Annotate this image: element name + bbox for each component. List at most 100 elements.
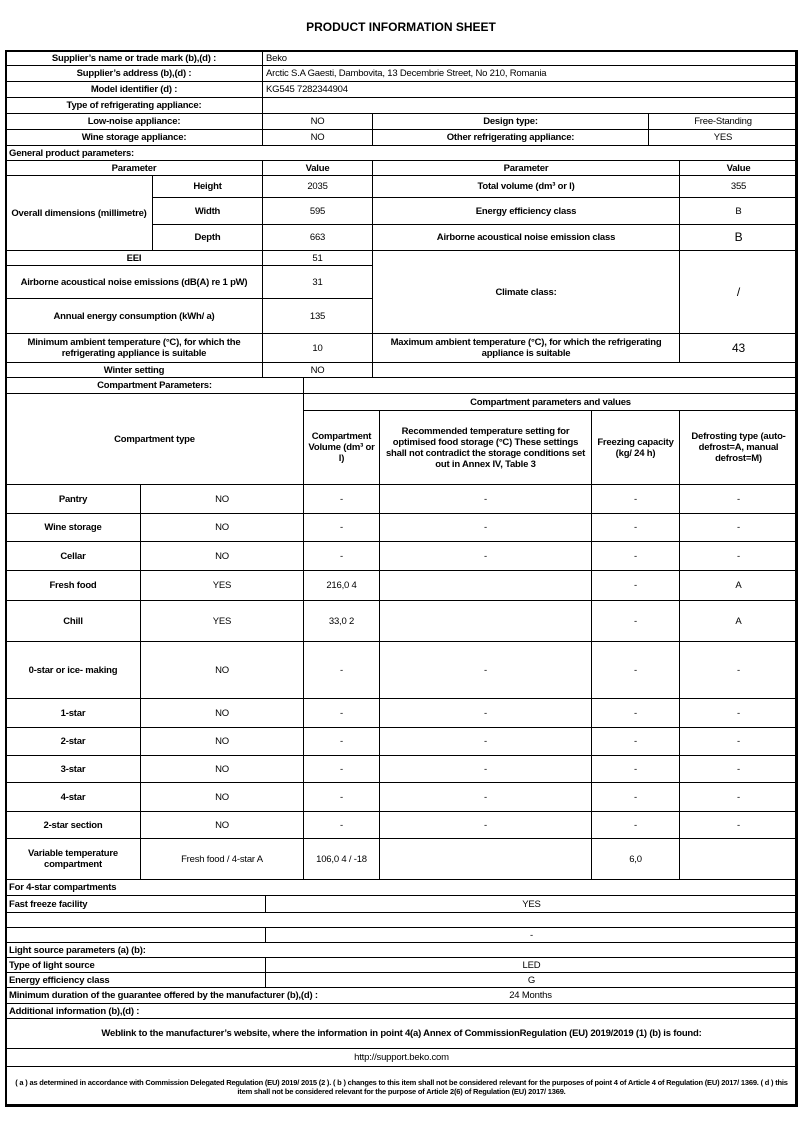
compartments-rows-0-name-cell: Pantry [5,484,141,514]
compartments-rows-11-defrost-cell [679,838,798,880]
compartments-rows-7-defrost-cell: - [679,727,798,756]
general-eei-label-cell: EEI [5,250,263,266]
general-value-header-cell: Value [262,160,373,176]
compartments-rows-1-name-cell: Wine storage [5,513,141,542]
compartments-rows-6-name-cell: 1-star [5,698,141,728]
compartments-rows-9-temp-cell: - [379,782,592,812]
additional-label-cell: Additional information (b),(d) : [5,1003,798,1019]
additional-url-cell[interactable]: http://support.beko.com [5,1048,798,1067]
general-depth-cell: 663 [262,224,373,251]
compartments-rows-10-temp-cell: - [379,811,592,839]
compartments-rows-2-present-cell: NO [140,541,304,571]
supplier-model-cell: KG545 7282344904 [262,81,798,98]
compartments-rows-4-present-cell: YES [140,600,304,642]
compartments-rows-0-temp-cell: - [379,484,592,514]
compartments-rows-0-defrost-cell: - [679,484,798,514]
general-climate-label-cell: Climate class: [372,250,680,334]
empty-cell [372,362,798,378]
compartments-rows-2-name-cell: Cellar [5,541,141,571]
compartments-rows-3-volume-cell: 216,0 4 [303,570,380,601]
compartments-rows-1-defrost-cell: - [679,513,798,542]
general-parameter-header-cell: Parameter [372,160,680,176]
appliance-type-label-cell: Type of refrigerating appliance: [5,97,263,114]
appliance-type-other-cell: YES [648,129,798,146]
general-height-label-cell: Height [152,175,263,198]
general-width-label-cell: Width [152,197,263,225]
appliance-type-wine-cell: NO [262,129,373,146]
compartments-rows-4-temp-cell [379,600,592,642]
light-class-label-cell: Energy efficiency class [5,972,266,988]
compartments-rows-1-volume-cell: - [303,513,380,542]
supplier-address-cell: Arctic S.A Gaesti, Dambovita, 13 Decembr… [262,65,798,82]
appliance-type-wine-label-cell: Wine storage appliance: [5,129,263,146]
compartments-rows-6-volume-cell: - [303,698,380,728]
guarantee-value: 24 Months [509,989,552,1001]
compartments-rows-9-present-cell: NO [140,782,304,812]
compartments-rows-9-volume-cell: - [303,782,380,812]
compartments-rows-11-temp-cell [379,838,592,880]
compartments-rows-2-volume-cell: - [303,541,380,571]
compartments-rows-2-freezing-cell: - [591,541,680,571]
compartments-rows-11-freezing-cell: 6,0 [591,838,680,880]
general-annual-cell: 135 [262,298,373,334]
compartments-rows-5-defrost-cell: - [679,641,798,699]
compartments-rows-1-temp-cell: - [379,513,592,542]
compartments-rows-5-present-cell: NO [140,641,304,699]
compartments-rows-11-name-cell: Variable temperature compartment [5,838,141,880]
four-star-fast-freeze-label-cell: Fast freeze facility [5,895,266,913]
general-max-temp-label-cell: Maximum ambient temperature (°C), for wh… [372,333,680,363]
four-star-label-cell: For 4-star compartments [5,879,798,896]
compartments-rows-8-freezing-cell: - [591,755,680,783]
general-max-temp-cell: 43 [679,333,798,363]
compartments-rows-1-freezing-cell: - [591,513,680,542]
general-label-cell: General product parameters: [5,145,798,161]
compartments-rows-8-name-cell: 3-star [5,755,141,783]
compartments-rows-6-temp-cell: - [379,698,592,728]
empty-cell [262,97,798,114]
compartments-rows-9-defrost-cell: - [679,782,798,812]
compartments-freezing-header-cell: Freezing capacity (kg/ 24 h) [591,410,680,485]
compartments-rows-6-present-cell: NO [140,698,304,728]
compartments-rows-2-defrost-cell: - [679,541,798,571]
general-winter-cell: NO [262,362,373,378]
compartments-rows-8-temp-cell: - [379,755,592,783]
four-star-fast-freeze-cell: YES [265,895,798,913]
compartments-rows-10-present-cell: NO [140,811,304,839]
general-noise-label-cell: Airborne acoustical noise emissions (dB(… [5,265,263,299]
appliance-type-design-type-cell: Free-Standing [648,113,798,130]
light-label-cell: Light source parameters (a) (b): [5,942,798,958]
compartments-rows-5-volume-cell: - [303,641,380,699]
compartments-rows-4-volume-cell: 33,0 2 [303,600,380,642]
additional-footnote-cell: ( a ) as determined in accordance with C… [5,1066,798,1107]
general-parameter-header-cell: Parameter [5,160,263,176]
compartments-rows-7-volume-cell: - [303,727,380,756]
compartments-rows-7-freezing-cell: - [591,727,680,756]
compartments-defrost-header-cell: Defrosting type (auto-defrost=A, manual … [679,410,798,485]
compartments-rows-7-name-cell: 2-star [5,727,141,756]
appliance-type-low-noise-label-cell: Low-noise appliance: [5,113,263,130]
compartments-rows-7-temp-cell: - [379,727,592,756]
compartments-rows-11-present-cell: Fresh food / 4-star A [140,838,304,880]
light-type-label-cell: Type of light source [5,957,266,973]
empty-cell [303,377,798,394]
supplier-address-label-cell: Supplier’s address (b),(d) : [5,65,263,82]
compartments-temp-header-cell: Recommended temperature setting for opti… [379,410,592,485]
general-annual-label-cell: Annual energy consumption (kWh/ a) [5,298,263,334]
compartments-volume-header-cell: Compartment Volume (dm³ or l) [303,410,380,485]
empty-cell [5,912,798,928]
general-height-cell: 2035 [262,175,373,198]
general-climate-cell: / [679,250,798,334]
compartments-rows-6-freezing-cell: - [591,698,680,728]
light-class-cell: G [265,972,798,988]
general-min-temp-cell: 10 [262,333,373,363]
compartments-rows-3-present-cell: YES [140,570,304,601]
compartments-rows-9-freezing-cell: - [591,782,680,812]
compartments-group-header-cell: Compartment parameters and values [303,393,798,411]
compartments-rows-3-freezing-cell: - [591,570,680,601]
compartments-rows-7-present-cell: NO [140,727,304,756]
additional-weblink-label-cell: Weblink to the manufacturer’s website, w… [5,1018,798,1049]
light-type-cell: LED [265,957,798,973]
supplier-name-cell: Beko [262,50,798,66]
compartments-rows-8-present-cell: NO [140,755,304,783]
compartments-rows-8-defrost-cell: - [679,755,798,783]
